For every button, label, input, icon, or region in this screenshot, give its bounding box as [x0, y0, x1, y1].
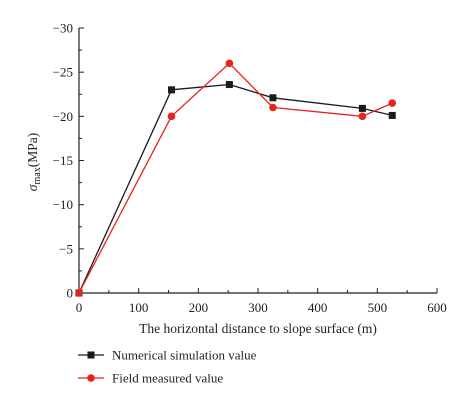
- y-tick-label: −15: [53, 153, 73, 168]
- legend: Numerical simulation value Field measured…: [78, 348, 257, 386]
- y-axis-title: σmax(MPa): [25, 133, 43, 191]
- y-tick-label: −10: [53, 197, 73, 212]
- y-tick-label: 0: [67, 286, 74, 301]
- legend-marker-circle: [87, 374, 95, 382]
- x-tick-label: 100: [129, 300, 149, 315]
- svg-text:σmax(MPa): σmax(MPa): [25, 133, 43, 191]
- series-line: [78, 62, 393, 294]
- y-axis-subscript: max: [32, 167, 43, 184]
- y-tick-label: −5: [59, 241, 73, 256]
- legend-marker-square: [87, 351, 95, 359]
- y-tick-label: −25: [53, 65, 73, 80]
- data-point-circle: [358, 112, 367, 121]
- data-point-square: [225, 81, 233, 89]
- x-tick-label: 600: [427, 300, 447, 315]
- data-point-circle: [388, 99, 397, 107]
- data-point-square: [269, 94, 277, 102]
- data-point-square: [358, 104, 366, 112]
- series-group: [75, 59, 397, 297]
- series-1: [75, 81, 396, 297]
- x-tick-label: 400: [308, 300, 328, 315]
- x-axis-ticks: 0 100 200 300 400 500 600: [76, 288, 447, 315]
- data-point-circle: [269, 103, 277, 112]
- data-point-square: [388, 111, 396, 119]
- data-point-square: [167, 86, 175, 94]
- legend-item: Field measured value: [78, 371, 223, 386]
- x-axis-title: The horizontal distance to slope surface…: [139, 321, 377, 336]
- series-line: [78, 83, 393, 294]
- legend-item: Numerical simulation value: [78, 348, 257, 363]
- x-tick-label: 200: [189, 300, 209, 315]
- y-tick-label: −20: [53, 109, 73, 124]
- y-axis-symbol: σ: [25, 183, 40, 191]
- chart-axes: [78, 28, 437, 294]
- y-axis-ticks: 0 −5 −10 −15 −20 −25 −30: [53, 21, 84, 301]
- y-tick-label: −30: [53, 21, 73, 36]
- y-axis-unit: (MPa): [25, 133, 40, 168]
- x-tick-label: 0: [76, 300, 83, 315]
- data-point-circle: [75, 289, 83, 297]
- data-point-circle: [167, 112, 176, 121]
- legend-label: Numerical simulation value: [112, 348, 257, 363]
- series-2: [75, 59, 397, 297]
- legend-label: Field measured value: [112, 371, 223, 386]
- x-tick-label: 500: [368, 300, 388, 315]
- x-tick-label: 300: [248, 300, 268, 315]
- data-point-circle: [225, 59, 234, 68]
